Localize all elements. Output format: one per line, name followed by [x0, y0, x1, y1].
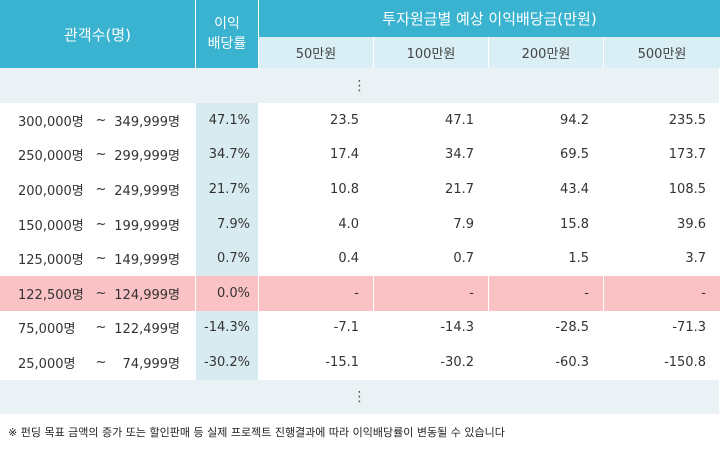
range-from: 250,000명 — [18, 145, 88, 164]
range-tilde: ~ — [88, 320, 114, 335]
audience-range: 300,000명 ~349,999명 — [0, 103, 196, 138]
range-tilde: ~ — [88, 182, 114, 197]
dividend-100: -30.2 — [374, 345, 489, 380]
table-row: 125,000명 ~149,999명 0.7% 0.4 0.7 1.5 3.7 — [0, 241, 720, 276]
range-tilde: ~ — [88, 286, 114, 301]
dividend-500: 3.7 — [604, 241, 720, 276]
range-to: 349,999명 — [114, 111, 180, 130]
dividend-500: 39.6 — [604, 207, 720, 242]
range-from: 300,000명 — [18, 111, 88, 130]
table-row: 250,000명 ~299,999명 34.7% 17.4 34.7 69.5 173.7 — [0, 138, 720, 173]
dividend-rate: 21.7% — [196, 172, 259, 207]
ellipsis-row-top: ⋮ — [0, 68, 720, 103]
range-to: 124,999명 — [114, 284, 180, 303]
dividend-50: 23.5 — [259, 103, 374, 138]
table-row: 300,000명 ~349,999명 47.1% 23.5 47.1 94.2 235.5 — [0, 103, 720, 138]
range-from: 122,500명 — [18, 284, 88, 303]
amount-header-50: 50만원 — [259, 37, 374, 68]
dividend-rate: -30.2% — [196, 345, 259, 380]
range-from: 125,000명 — [18, 249, 88, 268]
range-from: 150,000명 — [18, 215, 88, 234]
rate-header-line2: 배당률 — [208, 34, 247, 54]
dividend-rate: 47.1% — [196, 103, 259, 138]
ellipsis-bottom: ⋮ — [0, 380, 720, 414]
dividend-50: 17.4 — [259, 138, 374, 173]
dividend-200: 15.8 — [489, 207, 604, 242]
dividend-500: -150.8 — [604, 345, 720, 380]
amount-header-100: 100만원 — [374, 37, 489, 68]
dividend-100: 47.1 — [374, 103, 489, 138]
table-row: 25,000명 ~74,999명 -30.2% -15.1 -30.2 -60.3 -150… — [0, 345, 720, 380]
range-to: 74,999명 — [114, 353, 180, 372]
dividend-200: 43.4 — [489, 172, 604, 207]
range-to: 299,999명 — [114, 145, 180, 164]
dividend-500: 173.7 — [604, 138, 720, 173]
range-to: 249,999명 — [114, 180, 180, 199]
rate-header-line1: 이익 — [214, 14, 240, 34]
dividend-500: -71.3 — [604, 311, 720, 346]
dividend-200: 69.5 — [489, 138, 604, 173]
dividend-rate: 7.9% — [196, 207, 259, 242]
table-row: 200,000명 ~249,999명 21.7% 10.8 21.7 43.4 108.5 — [0, 172, 720, 207]
range-tilde: ~ — [88, 113, 114, 128]
dividend-50: -15.1 — [259, 345, 374, 380]
audience-range: 25,000명 ~74,999명 — [0, 345, 196, 380]
range-tilde: ~ — [88, 355, 114, 370]
dividend-500: 235.5 — [604, 103, 720, 138]
ellipsis-top: ⋮ — [0, 68, 720, 103]
range-tilde: ~ — [88, 147, 114, 162]
table-row: 150,000명 ~199,999명 7.9% 4.0 7.9 15.8 39.6 — [0, 207, 720, 242]
dividend-rate: 34.7% — [196, 138, 259, 173]
range-to: 199,999명 — [114, 215, 180, 234]
dividend-100: 7.9 — [374, 207, 489, 242]
audience-range: 200,000명 ~249,999명 — [0, 172, 196, 207]
dividend-rate: 0.0% — [196, 276, 259, 311]
dividend-50: - — [259, 276, 374, 311]
dividend-50: 0.4 — [259, 241, 374, 276]
table-row: 75,000명 ~122,499명 -14.3% -7.1 -14.3 -28.5 -71.… — [0, 311, 720, 346]
dividend-rate: -14.3% — [196, 311, 259, 346]
dividend-200: -60.3 — [489, 345, 604, 380]
header-row-top: 관객수(명) 이익 배당률 투자원금별 예상 이익배당금(만원) — [0, 0, 720, 37]
rate-header: 이익 배당률 — [196, 0, 259, 68]
audience-header: 관객수(명) — [0, 0, 196, 68]
audience-range: 250,000명 ~299,999명 — [0, 138, 196, 173]
dividend-100: 34.7 — [374, 138, 489, 173]
dividend-100: 21.7 — [374, 172, 489, 207]
dividend-rate: 0.7% — [196, 241, 259, 276]
dividend-50: 10.8 — [259, 172, 374, 207]
dividend-100: -14.3 — [374, 311, 489, 346]
range-tilde: ~ — [88, 251, 114, 266]
dividend-500: 108.5 — [604, 172, 720, 207]
ellipsis-row-bottom: ⋮ — [0, 380, 720, 414]
audience-range: 122,500명 ~124,999명 — [0, 276, 196, 311]
dividend-100: 0.7 — [374, 241, 489, 276]
group-header: 투자원금별 예상 이익배당금(만원) — [259, 0, 720, 37]
header-row-amounts: 50만원 100만원 200만원 500만원 — [259, 37, 720, 68]
dividend-200: 94.2 — [489, 103, 604, 138]
amount-header-500: 500만원 — [604, 37, 720, 68]
range-from: 200,000명 — [18, 180, 88, 199]
table-row: 122,500명 ~124,999명 0.0% - - - - — [0, 276, 720, 311]
range-to: 149,999명 — [114, 249, 180, 268]
range-from: 75,000명 — [18, 318, 88, 337]
audience-range: 150,000명 ~199,999명 — [0, 207, 196, 242]
dividend-500: - — [604, 276, 720, 311]
footnote: ※ 펀딩 목표 금액의 증가 또는 할인판매 등 실제 프로젝트 진행결과에 따… — [8, 424, 505, 440]
dividend-100: - — [374, 276, 489, 311]
range-tilde: ~ — [88, 217, 114, 232]
dividend-200: 1.5 — [489, 241, 604, 276]
dividend-200: -28.5 — [489, 311, 604, 346]
dividend-200: - — [489, 276, 604, 311]
amount-header-200: 200만원 — [489, 37, 604, 68]
range-from: 25,000명 — [18, 353, 88, 372]
range-to: 122,499명 — [114, 318, 180, 337]
dividend-50: 4.0 — [259, 207, 374, 242]
audience-range: 125,000명 ~149,999명 — [0, 241, 196, 276]
dividend-50: -7.1 — [259, 311, 374, 346]
audience-range: 75,000명 ~122,499명 — [0, 311, 196, 346]
